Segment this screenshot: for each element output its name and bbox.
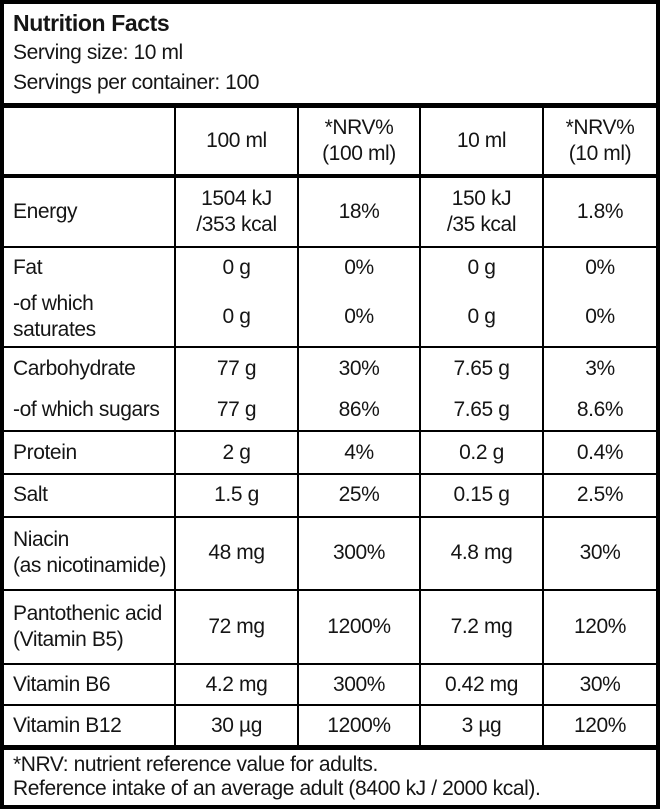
nutrient-label: Fat (4, 245, 176, 289)
nutrition-table-wrap: 100 ml *NRV% (100 ml) 10 ml *NRV% (10 ml… (4, 108, 656, 745)
value-100ml: 1.5 g (174, 472, 299, 518)
value-nrv-100ml: 86% (297, 389, 421, 433)
value-10ml: 0.2 g (419, 430, 544, 475)
value-10ml: 7.2 mg (419, 589, 544, 665)
value-nrv-100ml: 18% (297, 175, 421, 248)
value-100ml: 72 mg (174, 589, 299, 665)
nutrient-label: Energy (4, 175, 176, 248)
value-nrv-10ml: 3% (542, 346, 656, 390)
value-100ml: 2 g (174, 430, 299, 475)
table-row-pantothenic-acid: Pantothenic acid (Vitamin B5) 72 mg 1200… (4, 589, 656, 665)
value-nrv-10ml: 120% (542, 704, 656, 745)
nutrient-label: -of which sugars (4, 389, 176, 433)
nutrient-label: Niacin (as nicotinamide) (4, 515, 176, 592)
value-nrv-10ml: 0.4% (542, 430, 656, 475)
value-nrv-100ml: 300% (297, 515, 421, 592)
value-100ml: 4.2 mg (174, 662, 299, 707)
table-row-vitamin-b12: Vitamin B12 30 µg 1200% 3 µg 120% (4, 704, 656, 745)
value-nrv-100ml: 25% (297, 472, 421, 518)
footnotes: *NRV: nutrient reference value for adult… (4, 745, 656, 805)
nutrient-label: Protein (4, 430, 176, 475)
value-100ml: 48 mg (174, 515, 299, 592)
value-nrv-10ml: 0% (542, 245, 656, 289)
table-row-energy: Energy 1504 kJ /353 kcal 18% 150 kJ /35 … (4, 175, 656, 248)
nutrient-label: Salt (4, 472, 176, 518)
column-header-nrv-100ml: *NRV% (100 ml) (297, 108, 421, 178)
nutrition-table: 100 ml *NRV% (100 ml) 10 ml *NRV% (10 ml… (4, 108, 656, 745)
value-10ml: 3 µg (419, 704, 544, 745)
value-nrv-100ml: 0% (297, 245, 421, 289)
table-row-fat: Fat 0 g 0% 0 g 0% (4, 245, 656, 289)
table-row-sugars: -of which sugars 77 g 86% 7.65 g 8.6% (4, 389, 656, 433)
table-row-saturates: -of which saturates 0 g 0% 0 g 0% (4, 288, 656, 349)
value-100ml: 0 g (174, 288, 299, 349)
footnote-nrv-definition: *NRV: nutrient reference value for adult… (13, 753, 378, 776)
value-100ml: 30 µg (174, 704, 299, 745)
value-100ml: 1504 kJ /353 kcal (174, 175, 299, 248)
table-row-protein: Protein 2 g 4% 0.2 g 0.4% (4, 430, 656, 475)
value-nrv-100ml: 0% (297, 288, 421, 349)
label-header: Nutrition Facts Serving size: 10 ml Serv… (4, 4, 656, 108)
value-100ml: 0 g (174, 245, 299, 289)
nutrient-label: Vitamin B12 (4, 704, 176, 745)
footnote-reference-intake: Reference intake of an average adult (84… (13, 777, 541, 800)
value-nrv-10ml: 8.6% (542, 389, 656, 433)
value-10ml: 7.65 g (419, 389, 544, 433)
table-row-carbohydrate: Carbohydrate 77 g 30% 7.65 g 3% (4, 346, 656, 390)
column-header-nrv-10ml: *NRV% (10 ml) (542, 108, 656, 178)
value-nrv-100ml: 4% (297, 430, 421, 475)
table-row-niacin: Niacin (as nicotinamide) 48 mg 300% 4.8 … (4, 515, 656, 592)
value-nrv-10ml: 0% (542, 288, 656, 349)
value-10ml: 0.15 g (419, 472, 544, 518)
column-header-empty (4, 108, 176, 178)
table-row-salt: Salt 1.5 g 25% 0.15 g 2.5% (4, 472, 656, 518)
value-10ml: 7.65 g (419, 346, 544, 390)
nutrient-label: Pantothenic acid (Vitamin B5) (4, 589, 176, 665)
nutrient-label: Vitamin B6 (4, 662, 176, 707)
value-10ml: 0.42 mg (419, 662, 544, 707)
value-nrv-100ml: 30% (297, 346, 421, 390)
value-nrv-10ml: 120% (542, 589, 656, 665)
value-nrv-100ml: 1200% (297, 589, 421, 665)
value-nrv-100ml: 300% (297, 662, 421, 707)
column-header-10ml: 10 ml (419, 108, 544, 178)
value-10ml: 4.8 mg (419, 515, 544, 592)
value-nrv-10ml: 30% (542, 662, 656, 707)
value-nrv-10ml: 1.8% (542, 175, 656, 248)
nutrient-label: Carbohydrate (4, 346, 176, 390)
value-10ml: 150 kJ /35 kcal (419, 175, 544, 248)
serving-size: Serving size: 10 ml (13, 41, 183, 64)
servings-per-container: Servings per container: 100 (13, 71, 260, 94)
value-nrv-10ml: 30% (542, 515, 656, 592)
table-row-vitamin-b6: Vitamin B6 4.2 mg 300% 0.42 mg 30% (4, 662, 656, 707)
value-nrv-10ml: 2.5% (542, 472, 656, 518)
label-title: Nutrition Facts (13, 10, 170, 36)
column-header-row: 100 ml *NRV% (100 ml) 10 ml *NRV% (10 ml… (4, 108, 656, 178)
value-10ml: 0 g (419, 288, 544, 349)
value-10ml: 0 g (419, 245, 544, 289)
column-header-100ml: 100 ml (174, 108, 299, 178)
value-100ml: 77 g (174, 346, 299, 390)
value-nrv-100ml: 1200% (297, 704, 421, 745)
value-100ml: 77 g (174, 389, 299, 433)
nutrient-label: -of which saturates (4, 288, 176, 349)
